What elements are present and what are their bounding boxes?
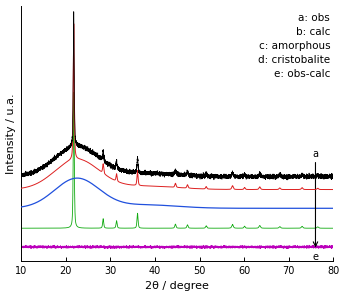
Y-axis label: Intensity / u.a.: Intensity / u.a.: [6, 93, 16, 174]
Text: a: obs
b: calc
c: amorphous
d: cristobalite
e: obs-calc: a: obs b: calc c: amorphous d: cristobal…: [258, 13, 330, 79]
Text: e: e: [313, 252, 318, 262]
Text: a: a: [313, 148, 318, 159]
X-axis label: 2θ / degree: 2θ / degree: [145, 282, 209, 291]
